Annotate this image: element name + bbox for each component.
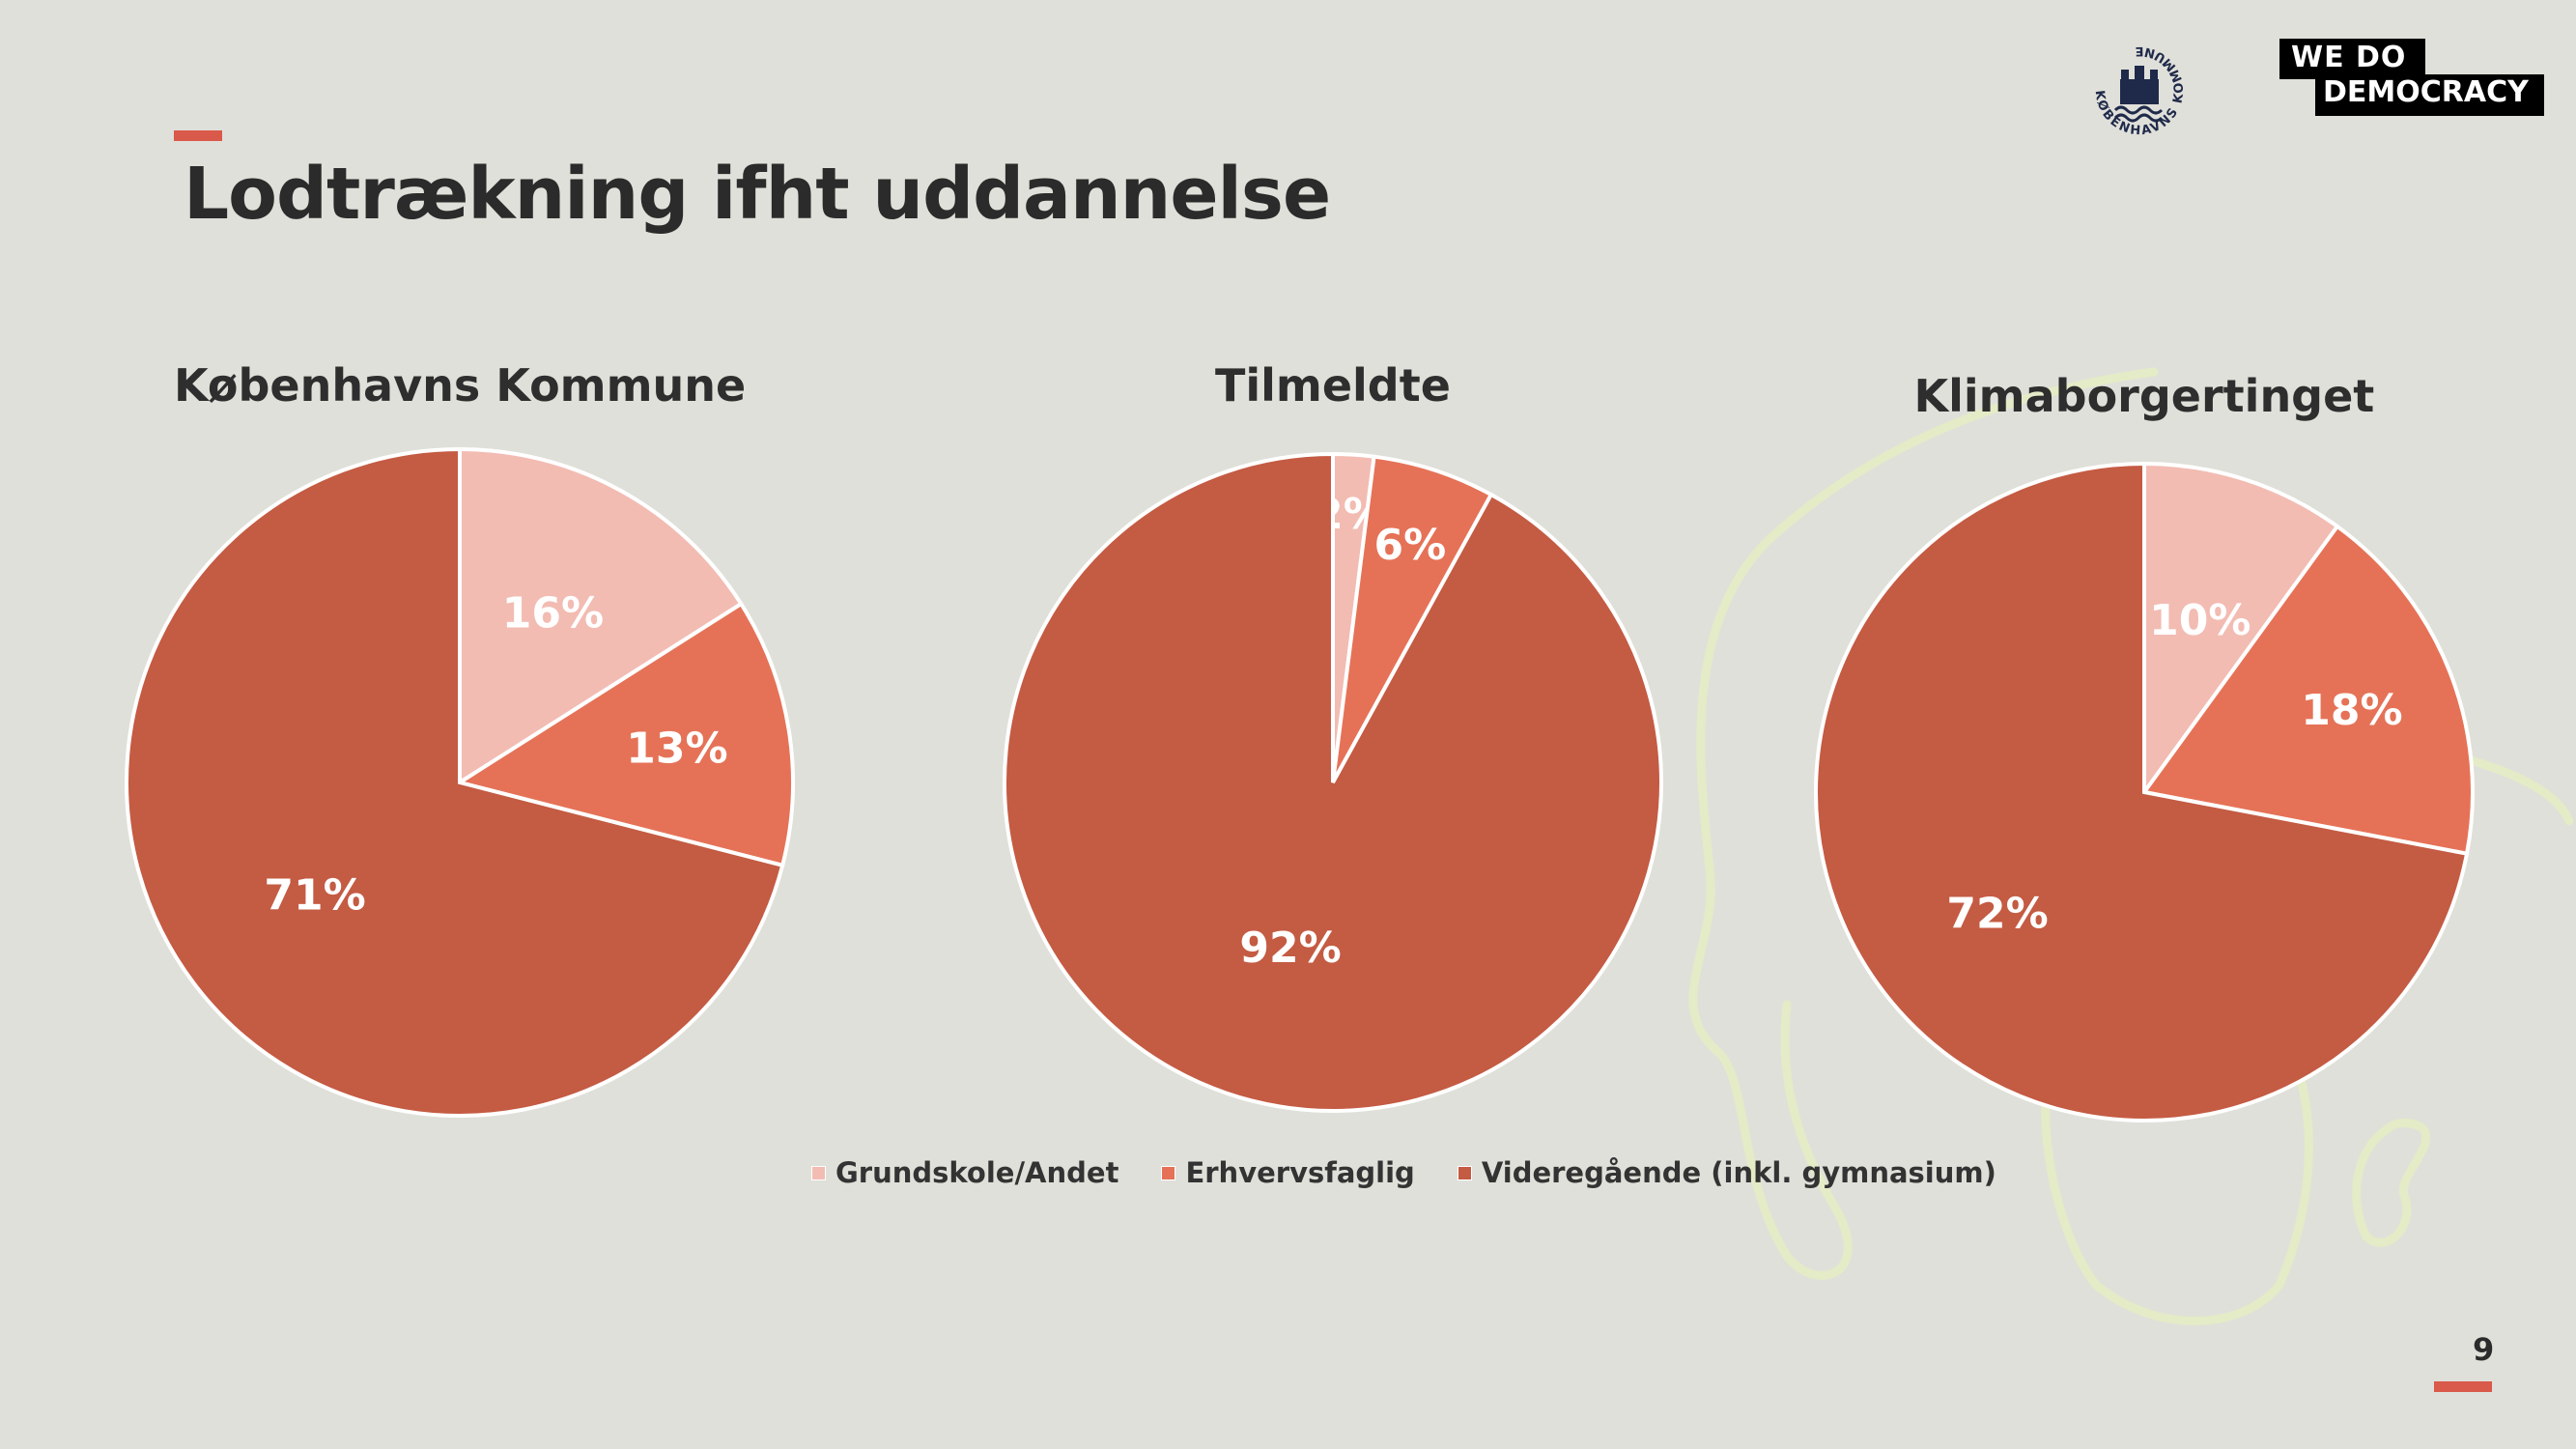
pie-slice-erhvervsfaglig (1331, 454, 1494, 783)
page-number: 9 (2473, 1331, 2495, 1368)
pie-data-label: 71% (264, 870, 365, 920)
pie-slice-erhvervsfaglig (2140, 524, 2475, 857)
legend-label: Videregående (inkl. gymnasium) (1481, 1156, 1996, 1189)
pie-data-label: 18% (2301, 686, 2402, 735)
pie-chart-tilmeldte: 2%6%92% (1003, 451, 1663, 1113)
pie-slice-erhvervsfaglig (455, 601, 795, 868)
pie-slice-videregaaende (1003, 451, 1663, 1113)
page-title: Lodtrækning ifht uddannelse (184, 153, 1331, 236)
legend-swatch (1457, 1165, 1472, 1180)
chart-title-tilmeldte: Tilmeldte (1215, 359, 1451, 412)
pie-slice-grundskole (2142, 461, 2340, 799)
pie-data-label: 92% (1239, 923, 1341, 973)
pie-data-label: 16% (502, 589, 604, 639)
pie-data-label: 6% (1373, 521, 1446, 570)
legend-label: Erhvervsfaglig (1185, 1156, 1415, 1189)
we-do-democracy-logo: WE DO DEMOCRACY (2279, 39, 2544, 116)
pie-data-label: 10% (2149, 596, 2250, 645)
pie-data-label: 72% (1946, 890, 2048, 939)
chart-title-kobenhavns-kommune: Københavns Kommune (174, 359, 747, 412)
pie-data-label: 13% (626, 724, 727, 773)
city-seal-icon: KØBENHAVNS KOMMUNE (2092, 43, 2186, 138)
pie-slice-grundskole (458, 446, 745, 786)
chart-title-klimaborgertinget: Klimaborgertinget (1913, 370, 2375, 422)
pie-slice-videregaaende (1814, 461, 2470, 1122)
chart-legend: Grundskole/Andet Erhvervsfaglig Videregå… (811, 1156, 1996, 1189)
pie-chart-kobenhavns-kommune: 16% 13% 71% (125, 446, 795, 1118)
legend-item-grundskole: Grundskole/Andet (811, 1156, 1118, 1189)
legend-item-videregaaende: Videregående (inkl. gymnasium) (1457, 1156, 1996, 1189)
legend-label: Grundskole/Andet (835, 1156, 1119, 1189)
footer-accent-bar (2434, 1381, 2492, 1392)
pie-chart-klimaborgertinget: 10% 18% 72% (1814, 461, 2475, 1122)
pie-slice-videregaaende (125, 446, 785, 1118)
legend-item-erhvervsfaglig: Erhvervsfaglig (1161, 1156, 1415, 1189)
kobenhavns-kommune-logo: KØBENHAVNS KOMMUNE (2067, 23, 2212, 158)
legend-swatch (811, 1165, 826, 1180)
title-accent-bar (174, 130, 222, 141)
legend-swatch (1161, 1165, 1176, 1180)
